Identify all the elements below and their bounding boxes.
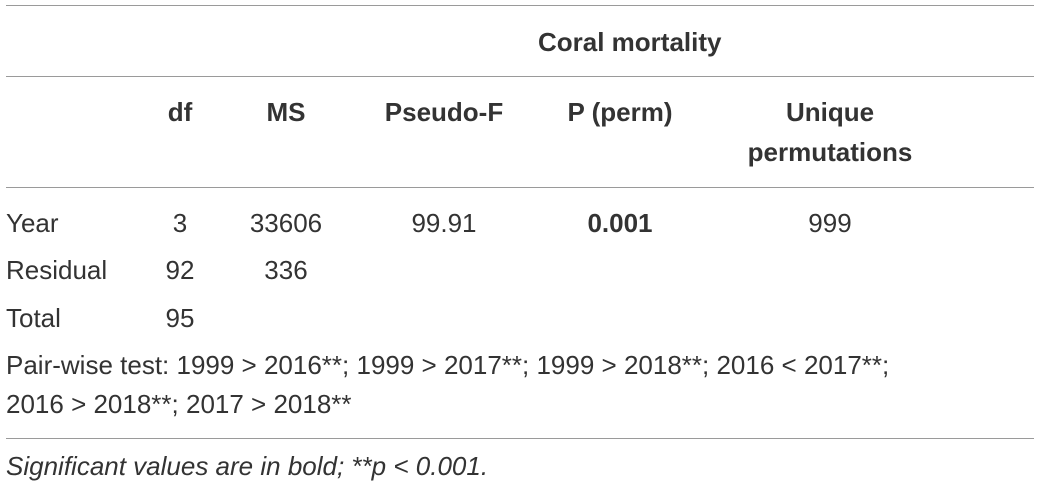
row-source: Year xyxy=(6,208,59,238)
pairwise-test-line2: 2016 > 2018**; 2017 > 2018** xyxy=(6,389,352,419)
cell-df: 95 xyxy=(165,303,195,333)
col-header-p-perm: P (perm) xyxy=(567,97,673,127)
cell-df: 92 xyxy=(165,255,195,285)
group-rule xyxy=(6,76,1034,77)
cell-p-perm: 0.001 xyxy=(587,208,653,238)
top-rule xyxy=(6,5,1034,6)
row-source: Total xyxy=(6,303,61,333)
group-header: Coral mortality xyxy=(538,27,722,57)
cell-pseudo-f: 99.91 xyxy=(411,208,477,238)
cell-df: 3 xyxy=(172,208,188,238)
cell-unique: 999 xyxy=(808,208,852,238)
col-header-df: df xyxy=(167,97,193,127)
cell-ms: 33606 xyxy=(249,208,323,238)
header-rule xyxy=(6,187,1034,188)
col-header-pseudo-f: Pseudo-F xyxy=(384,97,504,127)
col-header-unique-line2: permutations xyxy=(747,137,913,167)
row-source: Residual xyxy=(6,255,108,285)
cell-ms: 336 xyxy=(264,255,308,285)
col-header-unique-line1: Unique xyxy=(785,97,875,127)
pairwise-test-line1: Pair-wise test: 1999 > 2016**; 1999 > 20… xyxy=(6,350,890,380)
bottom-rule xyxy=(6,438,1034,439)
table-footnote: Significant values are in bold; **p < 0.… xyxy=(6,451,489,481)
col-header-ms: MS xyxy=(266,97,306,127)
